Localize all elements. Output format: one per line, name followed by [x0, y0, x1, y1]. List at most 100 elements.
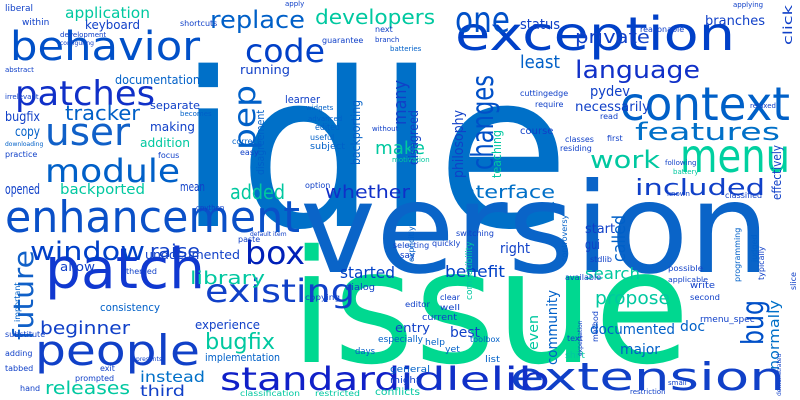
- word: course: [520, 126, 553, 137]
- word: next: [375, 25, 393, 34]
- word: changes: [466, 75, 501, 170]
- word: adding: [5, 349, 32, 358]
- word: useful: [310, 133, 334, 142]
- word: development: [60, 31, 106, 39]
- word: possible: [668, 264, 703, 273]
- word: batteries: [390, 45, 422, 53]
- word: best: [450, 325, 480, 341]
- word: judged: [750, 235, 759, 263]
- word: pydev: [590, 84, 630, 100]
- word: teaching: [490, 130, 504, 178]
- word: second: [690, 293, 720, 302]
- word: features: [635, 118, 780, 146]
- word: user: [45, 110, 130, 154]
- word: replace: [210, 6, 305, 34]
- word: shift: [565, 351, 585, 361]
- word: available: [565, 273, 601, 282]
- word: first: [607, 134, 623, 143]
- word: tabbed: [5, 364, 33, 373]
- word: click: [781, 5, 795, 45]
- word: patches: [15, 74, 155, 114]
- word: learner: [285, 93, 320, 106]
- word: private: [575, 27, 650, 48]
- word: guarantee: [322, 36, 363, 45]
- word: explicitly: [407, 226, 416, 262]
- word: applicable: [668, 276, 708, 284]
- word: menu: [680, 129, 790, 183]
- word: default item: [250, 231, 287, 238]
- word: quickly: [432, 239, 461, 248]
- word: enhancement: [5, 192, 300, 243]
- word: raise: [150, 241, 200, 262]
- word: help: [425, 338, 445, 348]
- word: effectively: [770, 145, 784, 200]
- word: code: [245, 32, 325, 70]
- word: important: [13, 282, 22, 322]
- word: themed: [126, 267, 157, 276]
- word: especially: [378, 335, 424, 345]
- word: make: [375, 138, 425, 159]
- word: application: [65, 4, 150, 22]
- word: say: [400, 251, 416, 261]
- word: method: [591, 311, 600, 342]
- word: cuttingedge: [520, 89, 568, 98]
- word: dialog: [345, 283, 375, 293]
- word: version: [300, 157, 770, 302]
- word: classification: [240, 389, 300, 398]
- word: correct: [232, 137, 260, 146]
- word: philosophy: [451, 110, 467, 178]
- word: undocumented: [145, 248, 240, 262]
- word: backporting: [349, 100, 363, 165]
- word: idle: [178, 26, 570, 277]
- word: reasonable: [640, 25, 684, 34]
- word: disagreed: [407, 110, 422, 165]
- word: keyboard: [85, 18, 140, 32]
- word: subject: [310, 142, 346, 152]
- word: included: [635, 176, 765, 201]
- word: backported: [60, 182, 145, 198]
- word: necessarily: [575, 100, 650, 115]
- word: cpython: [196, 204, 224, 212]
- word: called: [609, 215, 630, 262]
- word: yet: [445, 345, 460, 355]
- word: option: [305, 181, 330, 190]
- word: people: [35, 326, 200, 375]
- word: copy: [15, 125, 40, 140]
- word: compatibility: [465, 241, 475, 300]
- word: right: [500, 241, 530, 257]
- word: experience: [195, 318, 260, 332]
- word: shortcuts: [180, 19, 217, 28]
- word: context: [620, 77, 790, 131]
- word: advanced: [308, 115, 342, 123]
- word: branches: [705, 14, 765, 29]
- word: days: [355, 347, 375, 357]
- word: classified: [725, 191, 762, 200]
- word: motivation: [392, 156, 430, 164]
- word: propose: [595, 288, 670, 309]
- word: switching: [456, 229, 494, 238]
- word: patch: [45, 237, 205, 302]
- word: developers: [315, 5, 435, 29]
- word: least: [520, 52, 560, 73]
- word: without: [372, 125, 399, 133]
- word: irrelevant: [5, 93, 39, 101]
- word: tracker: [65, 101, 141, 125]
- word: relaxed: [750, 102, 776, 110]
- word: represents: [130, 356, 162, 363]
- word: applying: [733, 1, 763, 9]
- word: practice: [5, 150, 37, 159]
- word: widgets: [306, 104, 334, 112]
- word: conflicts: [375, 387, 420, 398]
- word: module: [45, 152, 180, 190]
- word: demonstrated: [776, 354, 783, 396]
- word: read: [600, 112, 618, 121]
- word: mean: [180, 180, 205, 194]
- word: existing: [205, 272, 355, 310]
- word: clear: [440, 293, 461, 302]
- word: search: [585, 264, 640, 283]
- word: general: [390, 365, 430, 375]
- word: list: [485, 355, 501, 365]
- word: selecting: [393, 241, 429, 250]
- word: restricted: [315, 389, 360, 398]
